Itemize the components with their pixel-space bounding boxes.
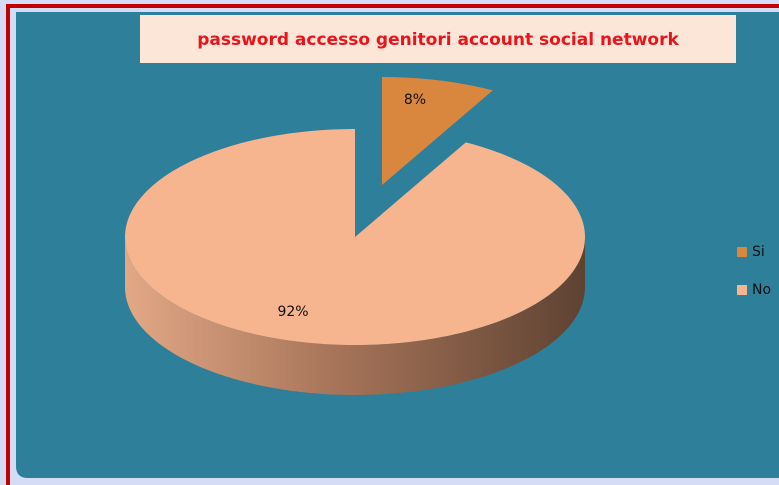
pie-slice-side <box>125 237 585 395</box>
frame <box>6 4 779 485</box>
title-box <box>140 15 736 63</box>
data-label: 8% <box>404 92 426 108</box>
chart-title: password accesso genitori account social… <box>197 30 679 50</box>
legend-label: Si <box>752 244 765 260</box>
data-label: 92% <box>277 304 308 320</box>
legend-swatch <box>737 247 747 257</box>
legend-swatch <box>737 285 747 295</box>
pie-slice <box>382 77 493 185</box>
legend-label: No <box>752 282 771 298</box>
pie-slice <box>125 129 585 345</box>
